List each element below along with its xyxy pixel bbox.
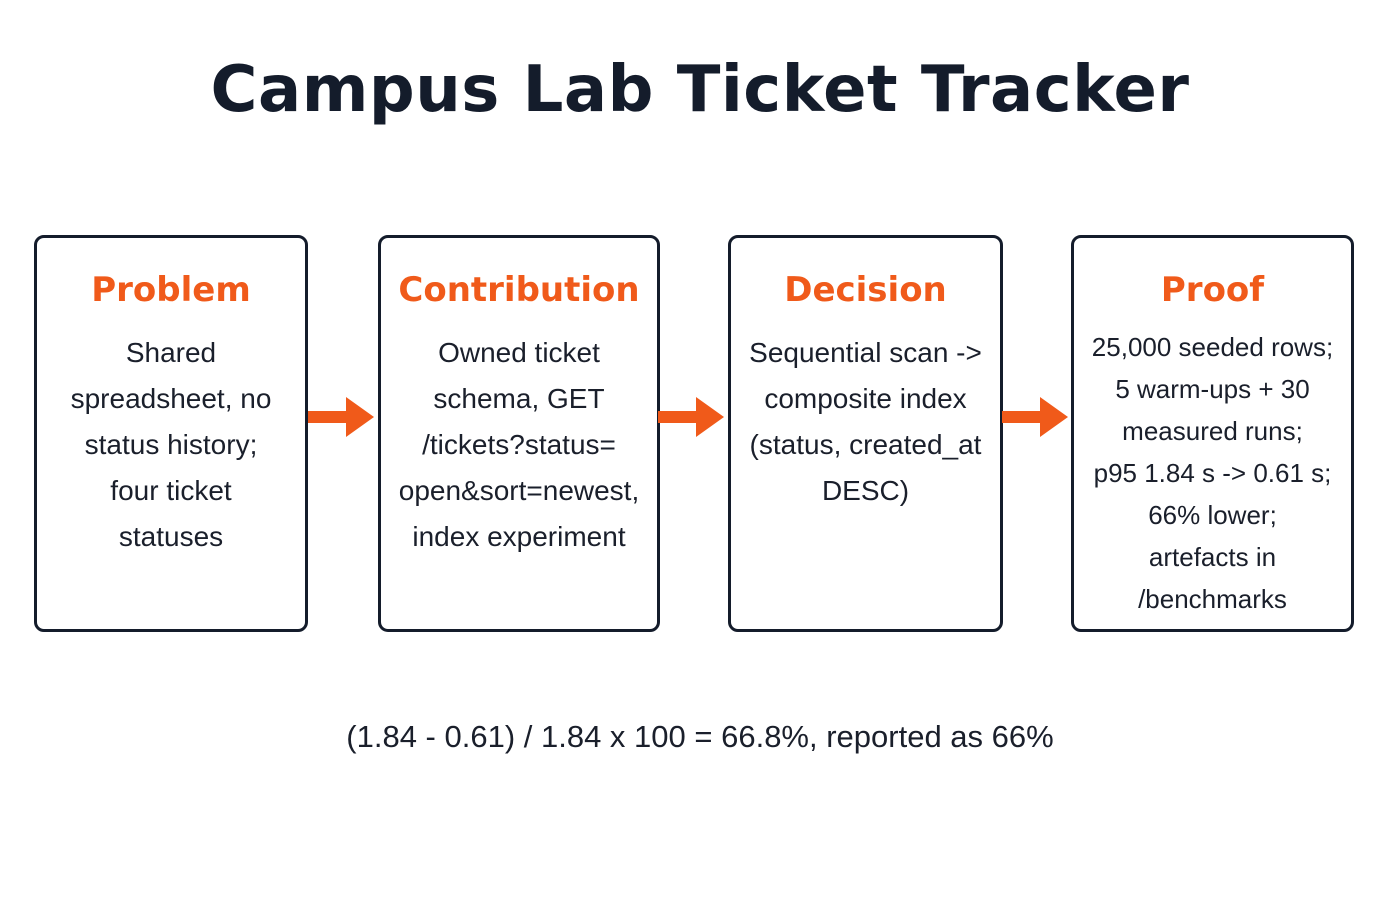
step-body-line: open&sort=newest,: [398, 475, 640, 506]
step-body-line: statuses: [118, 521, 224, 552]
arrow-right-icon: [658, 397, 724, 437]
step-body-line: 66% lower;: [1148, 500, 1277, 530]
step-body-line: schema, GET: [433, 383, 605, 414]
step-body-line: spreadsheet, no: [70, 383, 272, 414]
step-heading: Problem: [91, 270, 251, 310]
step-body-line: artefacts in: [1148, 542, 1277, 572]
step-body-line: status history;: [84, 429, 258, 460]
step-card-proof: Proof 25,000 seeded rows; 5 warm-ups + 3…: [1071, 235, 1354, 632]
step-body-line: p95 1.84 s -> 0.61 s;: [1093, 458, 1332, 488]
step-body-line: 25,000 seeded rows;: [1091, 332, 1334, 362]
step-body-line: Owned ticket: [438, 337, 600, 368]
step-body-line: 5 warm-ups + 30: [1115, 374, 1310, 404]
step-card-contribution: Contribution Owned ticket schema, GET /t…: [378, 235, 660, 632]
step-body-line: index experiment: [412, 521, 626, 552]
step-card-decision: Decision Sequential scan -> composite in…: [728, 235, 1003, 632]
formula-caption: (1.84 - 0.61) / 1.84 x 100 = 66.8%, repo…: [346, 719, 1054, 754]
step-body-line: four ticket: [110, 475, 232, 506]
step-body: Owned ticket schema, GET /tickets?status…: [381, 330, 657, 560]
step-body: 25,000 seeded rows; 5 warm-ups + 30 meas…: [1074, 326, 1351, 620]
step-heading: Decision: [784, 270, 947, 310]
step-heading: Proof: [1160, 270, 1265, 310]
step-body-line: Sequential scan ->: [749, 337, 982, 368]
step-body-line: (status, created_at: [749, 429, 982, 460]
arrow-right-icon: [308, 397, 374, 437]
step-body-line: /tickets?status=: [422, 429, 616, 460]
step-body: Sequential scan -> composite index (stat…: [731, 330, 1000, 514]
step-card-problem: Problem Shared spreadsheet, no status hi…: [34, 235, 308, 632]
step-body-line: DESC): [821, 475, 910, 506]
arrow-right-icon: [1002, 397, 1068, 437]
step-body: Shared spreadsheet, no status history; f…: [37, 330, 305, 560]
step-body-line: Shared: [125, 337, 217, 368]
step-heading: Contribution: [398, 270, 640, 310]
page-title: Campus Lab Ticket Tracker: [210, 53, 1190, 127]
step-body-line: composite index: [764, 383, 967, 414]
step-body-line: /benchmarks: [1138, 584, 1287, 614]
step-body-line: measured runs;: [1122, 416, 1303, 446]
